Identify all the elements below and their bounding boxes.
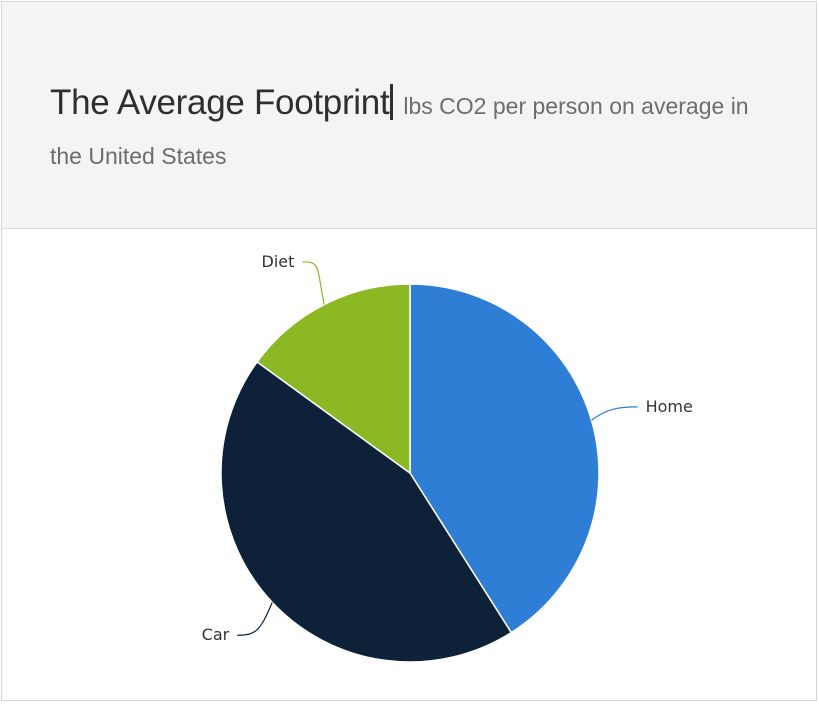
pie-slice-diet[interactable] [256, 283, 411, 474]
pie-connector-car [237, 602, 273, 636]
pie-connector-diet [302, 261, 325, 305]
chart-subtitle: lbs CO2 per person on average in the Uni… [50, 93, 749, 169]
title-block: The Average Footprint lbs CO2 per person … [50, 80, 750, 183]
pie-labels: Home Car Diet [202, 252, 693, 644]
chart-title: The Average Footprint [50, 83, 390, 122]
pie-slice-home[interactable] [409, 283, 600, 634]
pie-slices [220, 283, 600, 663]
pie-label-home: Home [646, 397, 693, 416]
chart-header: The Average Footprint lbs CO2 per person … [2, 2, 816, 229]
pie-chart: Home Car Diet [202, 252, 693, 663]
pie-slice-car[interactable] [220, 361, 513, 663]
pie-label-diet: Diet [262, 252, 295, 271]
pie-connector-home [591, 406, 638, 421]
title-divider [390, 84, 394, 120]
pie-label-car: Car [202, 625, 230, 644]
chart-area: Home Car Diet [2, 229, 816, 701]
